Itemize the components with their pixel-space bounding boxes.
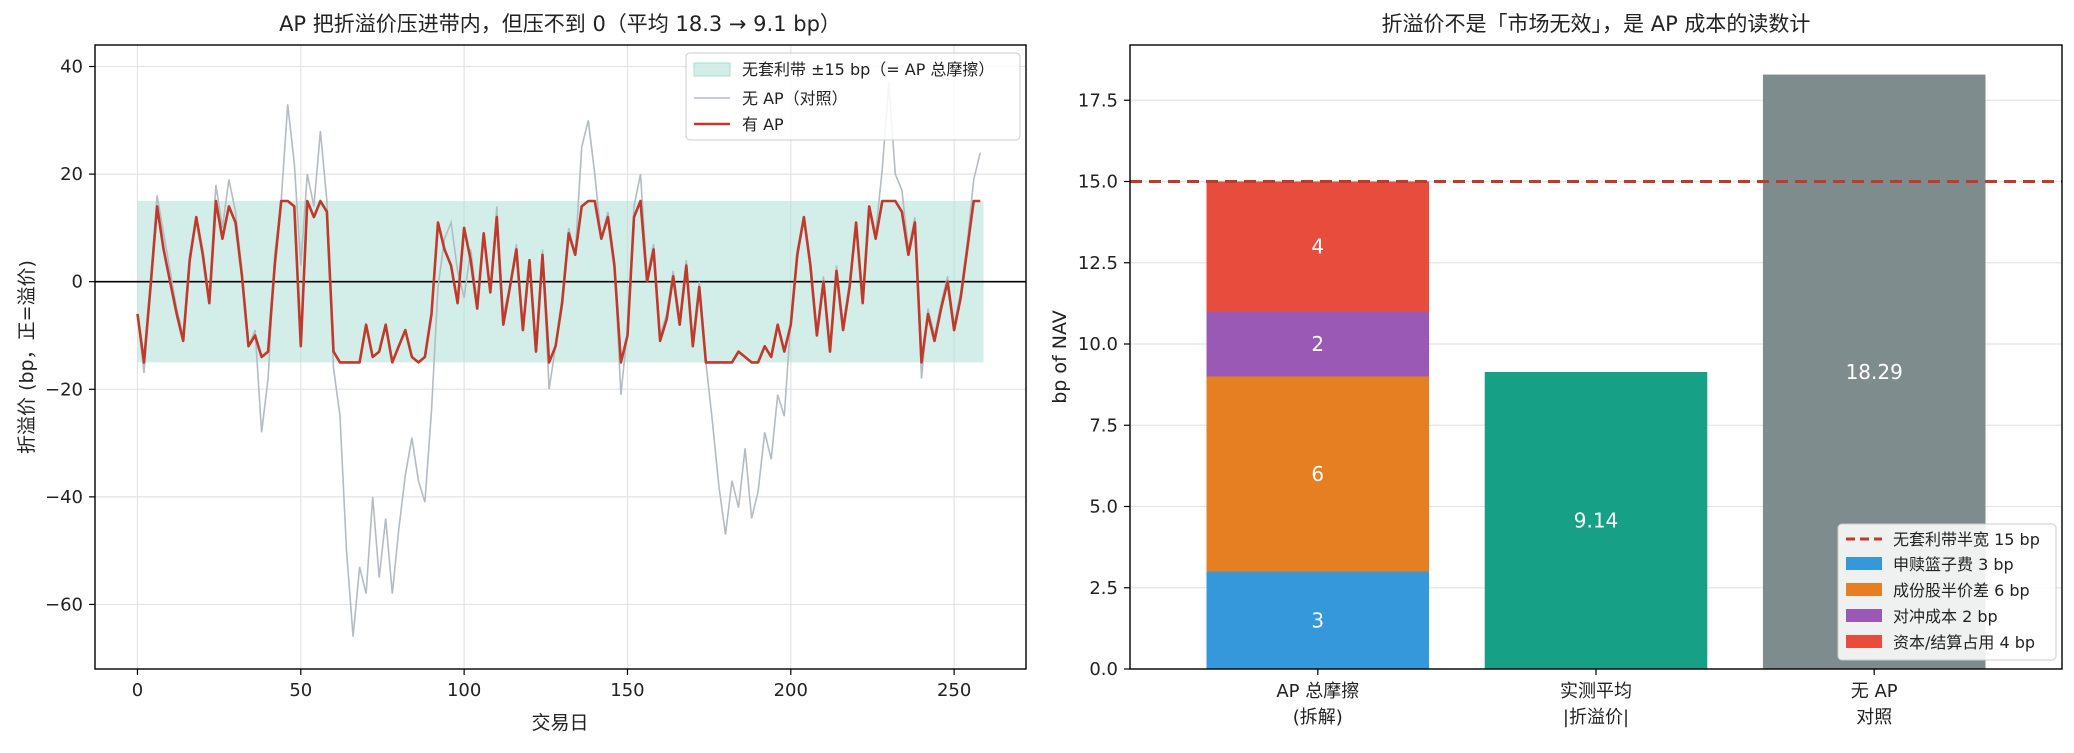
legend-swatch-half-spread (1846, 583, 1882, 596)
series-line-with-ap (136, 199, 981, 364)
left-chart: 0 50 100 150 200 250 −60 −40 −20 0 20 40 AP 把折溢价压进… (16, 12, 1027, 734)
right-category-label: 无 AP (1851, 681, 1898, 702)
legend-swatch-capital-cost (1846, 635, 1882, 648)
left-y-tick-label: −40 (45, 487, 83, 508)
legend-label-hedge-cost: 对冲成本 2 bp (1893, 607, 1998, 626)
right-category-label: 实测平均 (1560, 681, 1632, 702)
right-legend: 无套利带半宽 15 bp 申赎篮子费 3 bp 成份股半价差 6 bp 对冲成本… (1837, 523, 2057, 661)
left-x-axis-label: 交易日 (531, 712, 588, 734)
legend-swatch-basket-fee (1846, 557, 1882, 570)
bar-value-label: 18.29 (1846, 360, 1903, 384)
legend-label-with-ap: 有 AP (742, 115, 784, 134)
left-legend-box (685, 52, 1021, 141)
right-y-tick-label: 5.0 (1089, 497, 1118, 518)
left-x-tick-label: 200 (774, 680, 808, 701)
right-category-label: |折溢价| (1563, 707, 1629, 728)
left-y-tick-label: −20 (45, 379, 83, 400)
left-y-ticks: −60 −40 −20 0 20 40 (45, 57, 95, 615)
bar-value-label: 6 (1311, 462, 1324, 486)
right-chart: 3 6 2 4 9.14 18.29 0.0 2.5 5.0 7.5 10.0 12.5 15.0 17… (1049, 12, 2063, 728)
right-y-tick-label: 15.0 (1078, 172, 1118, 193)
left-legend: 无套利带 ±15 bp（= AP 总摩擦） 无 AP（对照） 有 AP (685, 52, 1021, 141)
left-x-tick-label: 150 (610, 680, 644, 701)
legend-label-no-ap: 无 AP（对照） (742, 89, 848, 108)
right-y-tick-label: 7.5 (1089, 415, 1118, 436)
bar-value-label: 2 (1311, 332, 1324, 356)
legend-label-reference: 无套利带半宽 15 bp (1893, 530, 2040, 549)
left-y-tick-label: 40 (60, 57, 83, 78)
left-y-tick-label: 0 (72, 272, 83, 293)
left-x-tick-label: 100 (447, 680, 481, 701)
left-x-tick-label: 0 (132, 680, 143, 701)
bar-value-label: 3 (1311, 608, 1324, 632)
right-category-label: (拆解) (1293, 707, 1343, 728)
left-y-axis-label: 折溢价 (bp，正=溢价) (16, 260, 38, 454)
left-chart-title: AP 把折溢价压进带内，但压不到 0（平均 18.3 → 9.1 bp） (279, 12, 841, 36)
left-y-tick-label: −60 (45, 594, 83, 615)
bar-segment-basket-fee (1206, 571, 1430, 669)
bar-value-label: 9.14 (1574, 508, 1619, 532)
right-category-label: AP 总摩擦 (1276, 681, 1359, 702)
left-x-tick-label: 250 (937, 680, 971, 701)
right-chart-title: 折溢价不是「市场无效」，是 AP 成本的读数计 (1382, 12, 1811, 36)
legend-swatch-hedge-cost (1846, 609, 1882, 622)
right-category-label: 对照 (1856, 707, 1892, 728)
legend-swatch-band (693, 62, 731, 77)
right-y-tick-label: 12.5 (1078, 253, 1118, 274)
right-y-tick-label: 17.5 (1078, 90, 1118, 111)
legend-label-half-spread: 成份股半价差 6 bp (1893, 581, 2030, 600)
right-y-axis-label: bp of NAV (1049, 310, 1071, 404)
bar-measured-mean (1484, 371, 1708, 669)
legend-label-band: 无套利带 ±15 bp（= AP 总摩擦） (742, 60, 994, 79)
left-x-ticks: 0 50 100 150 200 250 (132, 669, 971, 701)
right-y-tick-label: 0.0 (1089, 659, 1118, 680)
left-y-tick-label: 20 (60, 164, 83, 185)
legend-label-capital-cost: 资本/结算占用 4 bp (1893, 633, 2035, 652)
bar-segment-capital-cost (1206, 181, 1430, 312)
left-plot-frame (94, 44, 1027, 670)
bar-segment-half-spread (1206, 376, 1430, 572)
right-y-tick-label: 10.0 (1078, 334, 1118, 355)
legend-label-basket-fee: 申赎篮子费 3 bp (1893, 555, 2014, 574)
right-y-ticks: 0.0 2.5 5.0 7.5 10.0 12.5 15.0 17.5 (1078, 90, 1130, 680)
left-x-tick-label: 50 (289, 680, 312, 701)
right-legend-box (1837, 523, 2057, 661)
right-bars: 3 6 2 4 9.14 18.29 (1206, 74, 1986, 669)
bar-segment-hedge-cost (1206, 311, 1430, 377)
right-y-tick-label: 2.5 (1089, 578, 1118, 599)
right-x-ticks: AP 总摩擦 (拆解) 实测平均 |折溢价| 无 AP 对照 (1276, 669, 1898, 728)
bar-value-label: 4 (1311, 235, 1324, 259)
